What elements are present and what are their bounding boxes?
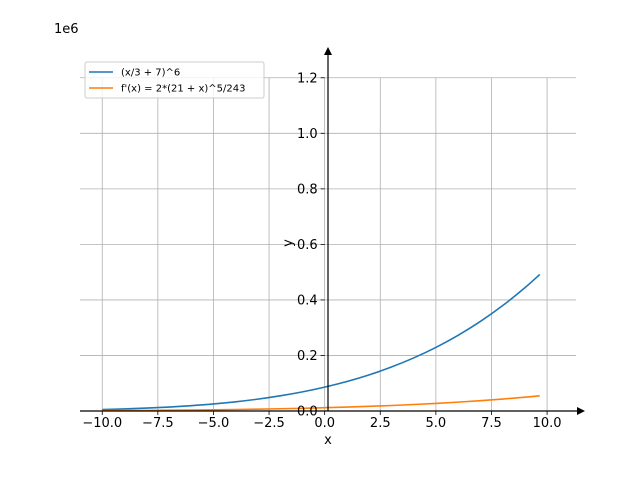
y-tick-label: 1.0 — [297, 127, 318, 142]
series-line-2 — [102, 394, 540, 412]
x-axis-arrow — [577, 407, 585, 415]
legend-box — [84, 61, 265, 99]
legend-label-1: (x/3 + 7)^6 — [121, 68, 180, 79]
x-tick-label: −5.0 — [198, 416, 230, 431]
series-line-1 — [102, 273, 541, 411]
y-offset-label: 1e6 — [54, 22, 79, 37]
y-axis-arrow — [324, 47, 332, 55]
x-tick-label: 10.0 — [533, 416, 562, 431]
legend: (x/3 + 7)^6 f'(x) = 2*(21 + x)^5/243 — [84, 61, 265, 99]
tick-marks: −10.0 −7.5 −5.0 −2.5 0.0 2.5 5.0 7.5 10.0 0.0 0.2 0… — [82, 71, 561, 431]
y-tick-label: 0.0 — [297, 405, 318, 420]
y-tick-label: 0.2 — [297, 349, 318, 364]
x-tick-label: −7.5 — [142, 416, 174, 431]
x-tick-label: 2.5 — [370, 416, 391, 431]
x-tick-label: −2.5 — [253, 416, 285, 431]
x-tick-label: 7.5 — [481, 416, 502, 431]
y-tick-label: 0.6 — [297, 238, 318, 253]
x-tick-label: −10.0 — [82, 416, 122, 431]
x-tick-label: 5.0 — [426, 416, 447, 431]
x-tick-label: 0.0 — [314, 416, 335, 431]
y-axis-label: y — [281, 239, 296, 247]
series-layer — [102, 273, 541, 412]
y-tick-label: 0.4 — [297, 293, 318, 308]
axes — [80, 47, 585, 415]
y-tick-label: 0.8 — [297, 182, 318, 197]
y-tick-label: 1.2 — [297, 71, 318, 86]
legend-label-2: f'(x) = 2*(21 + x)^5/243 — [121, 84, 245, 95]
x-axis-label: x — [324, 433, 332, 448]
